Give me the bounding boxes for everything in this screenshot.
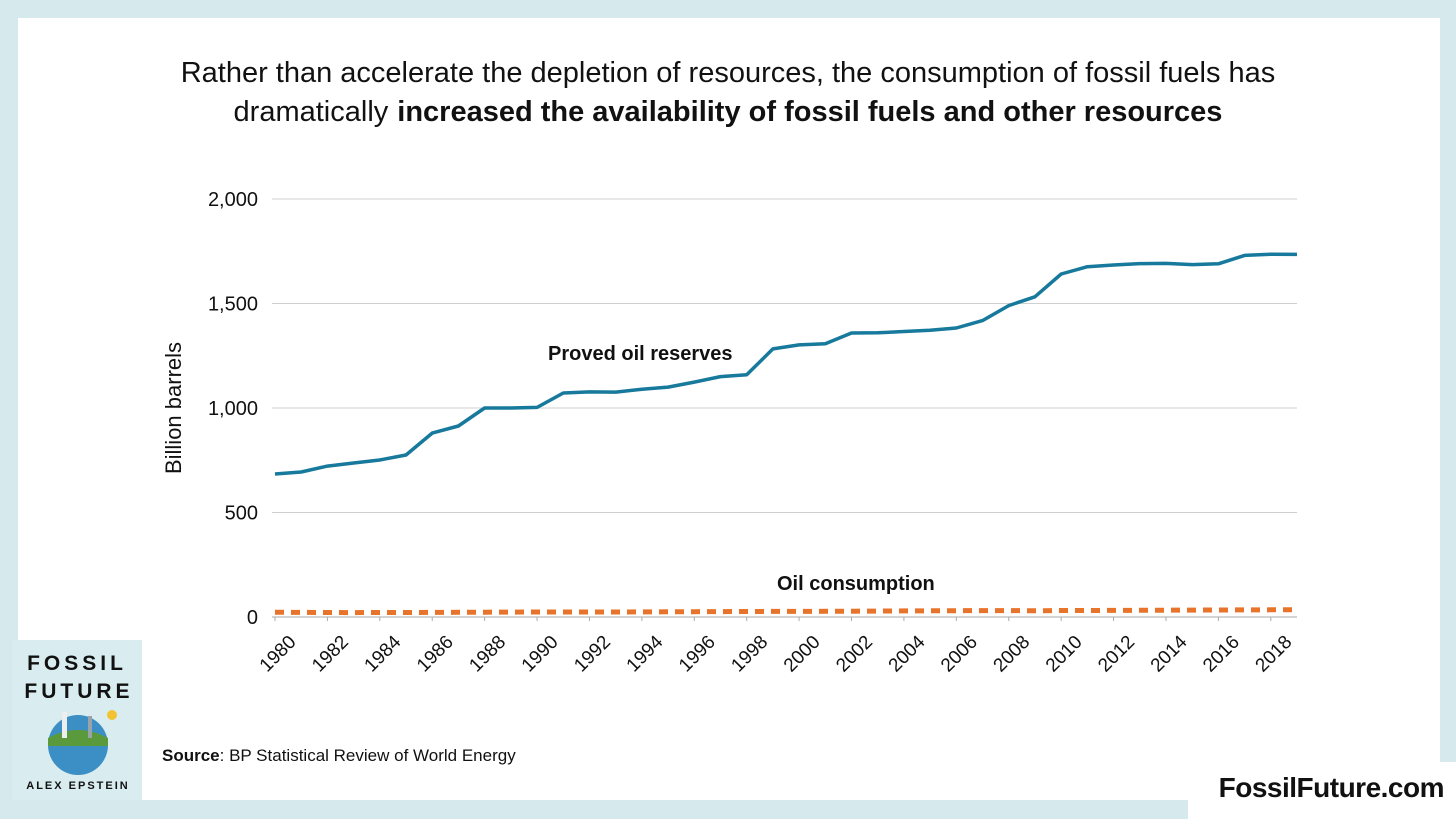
cover-author: ALEX EPSTEIN: [26, 780, 129, 792]
series-line: [274, 252, 1298, 476]
series-annotation: Proved oil reserves: [548, 343, 733, 365]
y-tick-label: 1,000: [208, 398, 258, 420]
source-text: : BP Statistical Review of World Energy: [220, 746, 517, 765]
cover-title: FOSSIL: [27, 652, 127, 675]
series-annotation: Oil consumption: [777, 573, 935, 595]
cover-sun: [107, 710, 117, 720]
footer-box: [1188, 762, 1456, 819]
chart-title: Rather than accelerate the depletion of …: [181, 57, 1276, 89]
cover-title: FUTURE: [24, 680, 133, 703]
source-label: Source: [162, 746, 220, 765]
y-tick-label: 0: [247, 607, 258, 629]
series-line: [274, 607, 1298, 616]
title-line: Rather than accelerate the depletion of …: [181, 57, 1276, 89]
y-tick-label: 1,500: [208, 294, 258, 316]
panel: [18, 18, 1440, 800]
cover-tower: [62, 712, 67, 738]
source: Source: BP Statistical Review of World E…: [162, 746, 516, 765]
y-tick-label: 2,000: [208, 189, 258, 211]
book-cover: FOSSIL FUTURE ALEX EPSTEIN: [12, 640, 142, 800]
title-bold: increased the availability of fossil fue…: [397, 96, 1222, 128]
y-tick-label: 500: [225, 503, 258, 525]
title-line: dramatically: [234, 96, 389, 128]
y-axis-label: Billion barrels: [161, 342, 186, 474]
cover-tower: [88, 716, 92, 738]
chart-title: dramatically increased the availability o…: [234, 96, 1223, 128]
website: FossilFuture.com: [1219, 772, 1444, 803]
